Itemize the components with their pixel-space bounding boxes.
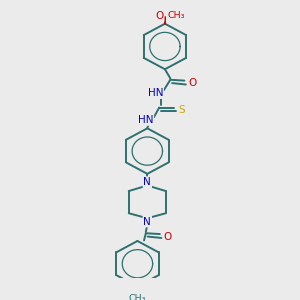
Text: CH₃: CH₃: [129, 294, 146, 300]
Text: N: N: [143, 217, 151, 226]
Text: O: O: [188, 78, 196, 88]
Text: S: S: [178, 105, 185, 115]
Text: HN: HN: [138, 115, 153, 125]
Text: N: N: [143, 177, 151, 187]
Text: HN: HN: [148, 88, 163, 98]
Text: CH₃: CH₃: [167, 11, 185, 20]
Text: O: O: [164, 232, 172, 242]
Text: O: O: [155, 11, 164, 21]
